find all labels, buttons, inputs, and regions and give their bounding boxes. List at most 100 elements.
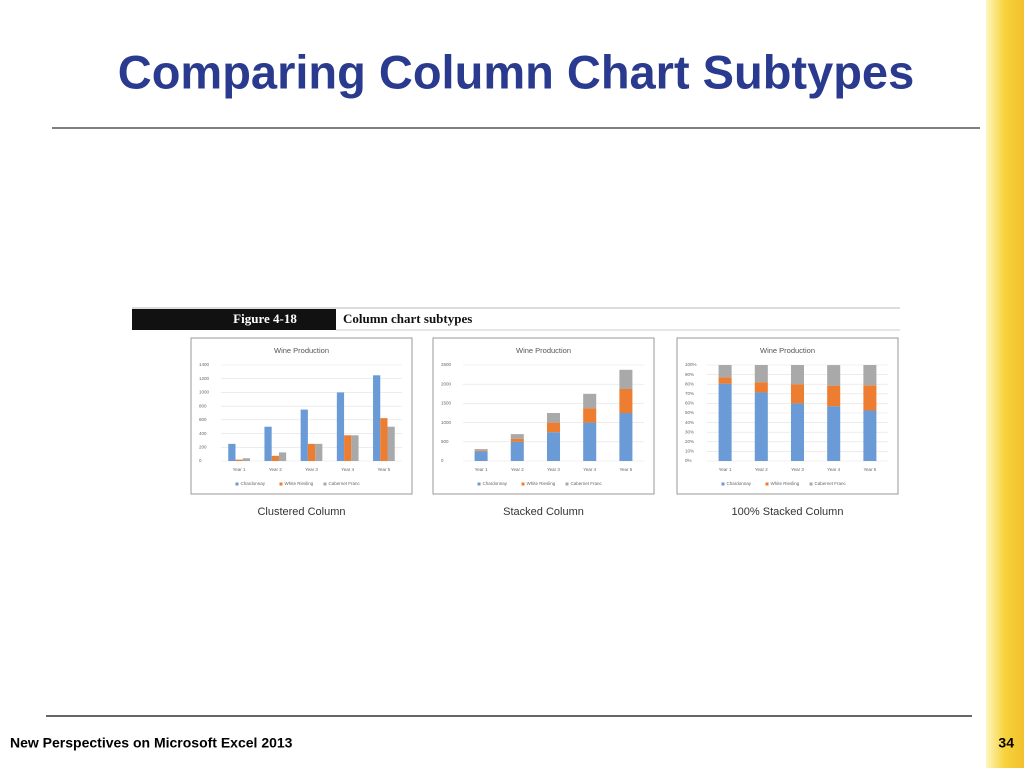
bar <box>510 434 524 439</box>
x-tick-label: Year 2 <box>269 467 282 472</box>
bar <box>307 443 316 461</box>
legend-swatch <box>565 482 569 486</box>
legend-swatch <box>323 482 327 486</box>
bar <box>546 432 561 461</box>
legend-label: White Riesling <box>285 481 314 486</box>
y-tick-label: 2000 <box>441 381 452 386</box>
bar <box>619 369 633 389</box>
bar <box>336 392 345 461</box>
bar <box>242 458 250 461</box>
bar <box>235 459 243 461</box>
chart-title: Wine Production <box>760 346 815 355</box>
side-bar <box>986 0 1024 768</box>
x-tick-label: Year 4 <box>827 467 840 472</box>
bar <box>827 365 841 386</box>
bar <box>827 406 841 461</box>
slide-title: Comparing Column Chart Subtypes <box>118 45 914 98</box>
legend-swatch <box>721 482 725 486</box>
page-number: 34 <box>998 735 1014 751</box>
y-tick-label: 500 <box>441 439 449 444</box>
bar <box>510 441 524 461</box>
bar <box>863 385 877 411</box>
y-tick-label: 20% <box>685 439 694 444</box>
chart-title: Wine Production <box>274 346 329 355</box>
y-tick-label: 1000 <box>441 420 452 425</box>
chart-frame <box>432 337 655 495</box>
y-tick-label: 400 <box>199 431 207 436</box>
legend-label: Cabernet Franc <box>329 481 361 486</box>
legend-swatch <box>521 482 525 486</box>
bar <box>790 403 805 461</box>
bar <box>754 382 768 393</box>
chart-caption: 100% Stacked Column <box>732 506 844 518</box>
y-tick-label: 0 <box>441 458 444 463</box>
y-tick-label: 70% <box>685 391 694 396</box>
bar <box>373 375 381 461</box>
y-tick-label: 1400 <box>199 362 210 367</box>
y-tick-label: 1200 <box>199 376 210 381</box>
legend-label: Cabernet Franc <box>815 481 847 486</box>
footer-text: New Perspectives on Microsoft Excel 2013 <box>10 735 293 751</box>
y-tick-label: 100% <box>685 362 697 367</box>
y-tick-label: 30% <box>685 429 694 434</box>
bar <box>619 389 633 413</box>
figure-label-tab <box>300 309 336 330</box>
figure-label-box <box>132 309 336 330</box>
bar <box>619 413 633 461</box>
figure-label: Figure 4-18 <box>233 311 297 326</box>
bar <box>474 449 488 451</box>
y-tick-label: 600 <box>199 417 207 422</box>
bar <box>863 410 877 461</box>
y-tick-label: 1000 <box>199 390 210 395</box>
bar <box>380 418 388 461</box>
y-tick-label: 90% <box>685 372 694 377</box>
bar <box>583 408 597 423</box>
chart-title: Wine Production <box>516 346 571 355</box>
bar <box>583 393 597 409</box>
bar <box>344 435 352 461</box>
bar <box>387 426 395 461</box>
bar <box>278 452 287 461</box>
bar <box>583 422 597 461</box>
x-tick-label: Year 5 <box>863 467 876 472</box>
bar <box>863 365 877 386</box>
y-tick-label: 0 <box>199 458 202 463</box>
figure-title: Column chart subtypes <box>343 311 472 326</box>
y-tick-label: 0% <box>685 458 692 463</box>
bar <box>718 383 732 461</box>
bar <box>474 450 488 452</box>
legend-label: Chardonnay <box>727 481 752 486</box>
legend-label: White Riesling <box>527 481 556 486</box>
y-tick-label: 10% <box>685 449 694 454</box>
x-tick-label: Year 1 <box>475 467 488 472</box>
x-tick-label: Year 2 <box>511 467 524 472</box>
legend-label: Cabernet Franc <box>571 481 603 486</box>
x-tick-label: Year 3 <box>305 467 318 472</box>
bar <box>546 413 561 423</box>
legend-label: White Riesling <box>771 481 800 486</box>
bar <box>300 409 308 461</box>
bar <box>790 365 805 385</box>
y-tick-label: 40% <box>685 420 694 425</box>
y-tick-label: 2500 <box>441 362 452 367</box>
legend-swatch <box>279 482 283 486</box>
x-tick-label: Year 4 <box>341 467 354 472</box>
x-tick-label: Year 3 <box>791 467 804 472</box>
x-tick-label: Year 1 <box>233 467 246 472</box>
bar <box>474 451 488 461</box>
x-tick-label: Year 5 <box>377 467 390 472</box>
x-tick-label: Year 5 <box>619 467 632 472</box>
x-tick-label: Year 2 <box>755 467 768 472</box>
bar <box>754 392 768 461</box>
legend-swatch <box>809 482 813 486</box>
chart-caption: Clustered Column <box>257 506 345 518</box>
x-tick-label: Year 3 <box>547 467 560 472</box>
y-tick-label: 800 <box>199 403 207 408</box>
y-tick-label: 60% <box>685 401 694 406</box>
bar <box>718 365 732 378</box>
legend-label: Chardonnay <box>483 481 508 486</box>
bar <box>754 365 768 383</box>
bar <box>271 455 279 461</box>
